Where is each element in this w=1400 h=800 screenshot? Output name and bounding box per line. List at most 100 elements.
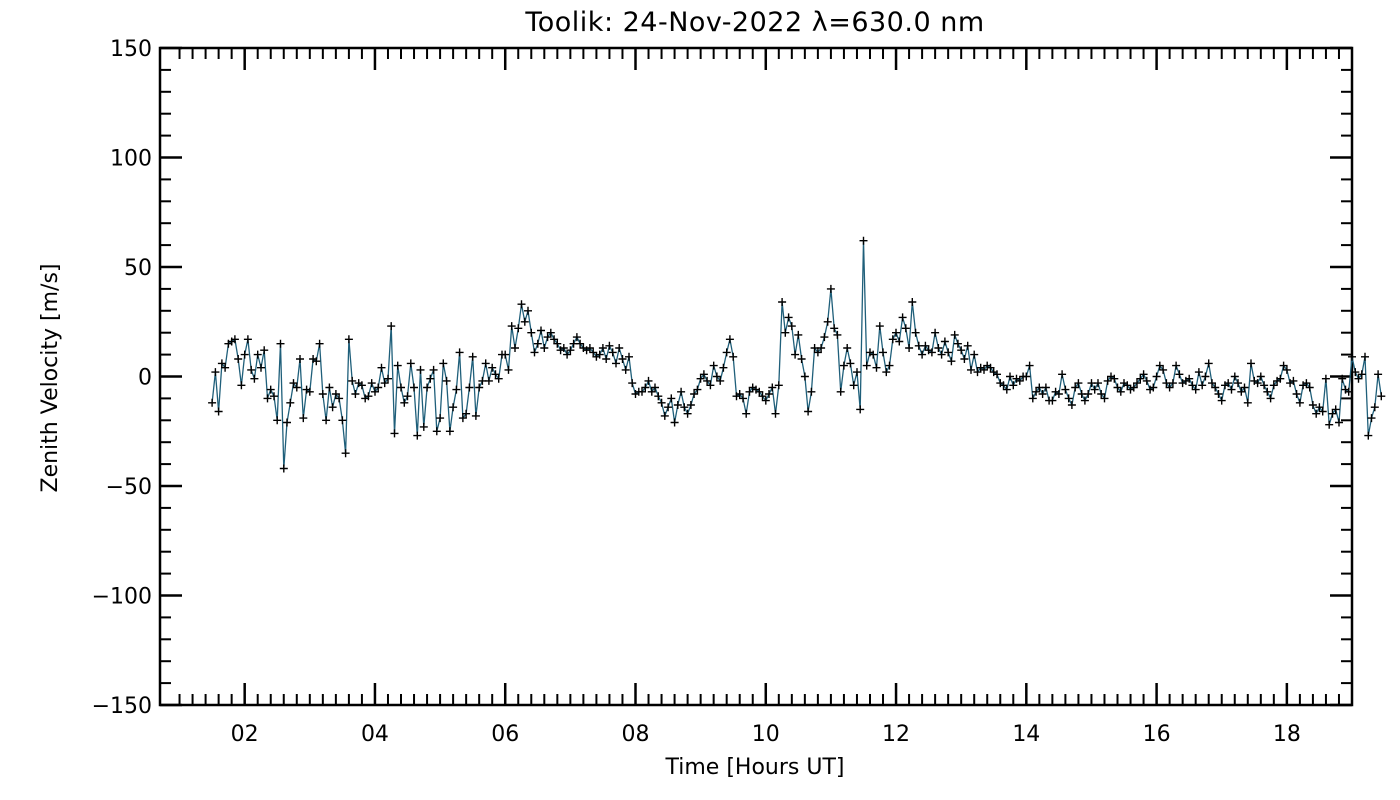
data-point [315, 339, 324, 348]
data-point [729, 352, 738, 361]
data-point [690, 390, 699, 398]
data-point [1054, 390, 1063, 398]
data-point [481, 359, 490, 368]
data-point [442, 376, 451, 385]
data-point [511, 344, 519, 352]
data-point [670, 418, 679, 427]
data-point [921, 341, 930, 350]
data-point [276, 339, 285, 348]
data-point [299, 414, 308, 423]
data-point [735, 390, 744, 398]
data-point [986, 363, 995, 372]
data-point [778, 298, 787, 306]
x-tick-label: 12 [882, 722, 910, 747]
data-point [458, 414, 467, 423]
data-point [296, 355, 304, 363]
data-point [520, 317, 529, 326]
data-point [953, 339, 962, 348]
data-point [605, 341, 614, 350]
data-point [722, 348, 731, 357]
data-point [696, 374, 705, 383]
data-point [947, 357, 956, 366]
data-point [1006, 372, 1014, 381]
data-point [524, 306, 532, 315]
data-point [1116, 387, 1125, 396]
data-point [1370, 403, 1379, 412]
data-point [657, 398, 666, 407]
chart-title: Toolik: 24-Nov-2022 λ=630.0 nm [524, 7, 984, 38]
data-point [533, 339, 542, 348]
axis-ticks [160, 46, 1352, 707]
data-point [234, 355, 243, 363]
data-point [712, 372, 721, 381]
data-point [1240, 383, 1249, 392]
data-point [452, 385, 461, 394]
data-point [240, 350, 249, 359]
data-point [1188, 381, 1197, 390]
data-point [677, 387, 686, 396]
data-point [680, 403, 689, 412]
data-point [872, 363, 881, 372]
data-point [1074, 379, 1083, 388]
data-point [709, 361, 718, 370]
data-point [1208, 379, 1216, 388]
data-point [397, 383, 405, 392]
data-point [416, 365, 425, 374]
data-point [716, 376, 725, 385]
data-point [765, 390, 773, 398]
data-point [918, 350, 927, 359]
data-point [908, 298, 917, 306]
data-point [826, 284, 835, 293]
data-point [774, 381, 783, 390]
data-point [475, 383, 484, 392]
x-tick-label: 14 [1012, 722, 1040, 747]
data-point [843, 344, 852, 352]
data-point [367, 379, 376, 388]
data-point [1159, 365, 1168, 374]
data-point [377, 363, 386, 372]
data-point [1328, 409, 1337, 418]
data-point [673, 401, 682, 409]
data-point [230, 335, 239, 344]
x-tick-label: 06 [491, 722, 519, 747]
data-point [1194, 368, 1203, 377]
y-tick-label: −50 [106, 475, 152, 500]
data-point [1032, 387, 1041, 396]
data-point [725, 335, 734, 344]
data-point [1237, 387, 1246, 396]
y-tick-label: −100 [92, 585, 152, 610]
data-point [1224, 379, 1233, 388]
data-point [927, 348, 936, 357]
data-point [598, 344, 607, 352]
data-point [901, 324, 910, 333]
x-tick-label: 16 [1143, 722, 1171, 747]
data-point [550, 335, 559, 344]
data-point [797, 355, 806, 363]
data-point [563, 350, 572, 359]
data-point [849, 381, 858, 390]
data-point [742, 409, 751, 418]
data-point [1338, 374, 1347, 383]
data-point [1292, 390, 1301, 398]
data-point [755, 387, 764, 396]
data-point [869, 350, 878, 359]
data-point [882, 368, 891, 377]
data-point [940, 337, 949, 346]
data-point [1377, 392, 1386, 401]
data-point [660, 411, 669, 420]
x-tick-label: 10 [752, 722, 780, 747]
data-point [944, 348, 953, 357]
data-point [1315, 403, 1324, 412]
data-point [813, 348, 822, 357]
data-point [419, 422, 428, 431]
data-point [999, 381, 1008, 390]
data-point [1172, 361, 1181, 370]
plot-frame [158, 46, 1354, 707]
data-point [1325, 420, 1334, 429]
data-point [862, 361, 871, 370]
data-point [853, 368, 861, 377]
data-point [1071, 383, 1080, 392]
data-point [1136, 374, 1145, 383]
data-point [787, 322, 796, 331]
data-point [331, 390, 340, 398]
